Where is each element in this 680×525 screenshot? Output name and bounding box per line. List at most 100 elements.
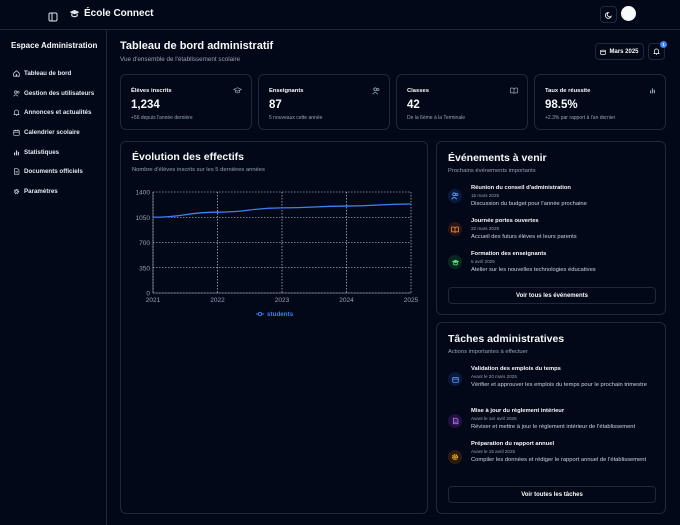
notifications-button[interactable]: 1 [648,41,667,60]
y-tick-label: 1050 [136,215,151,222]
user-avatar[interactable] [621,6,636,21]
event-item[interactable]: Réunion du conseil d'administration 15 m… [448,185,653,215]
tasks-card: Tâches administratives Actions important… [436,322,666,514]
task-description: Réviser et mettre à jour le règlement in… [471,424,636,430]
users-icon [448,189,462,203]
calendar-icon [13,129,20,136]
gear-icon [13,188,20,195]
app-name: École Connect [84,8,154,19]
event-description: Accueil des futurs élèves et leurs paren… [471,234,577,240]
task-title: Validation des emplois du temps [471,366,561,372]
x-tick-label: 2023 [275,297,290,304]
task-deadline: Avant le 15 avril 2025 [471,449,516,454]
stat-note: De la 6ème à la Terminale [407,115,465,121]
bell-icon [653,48,660,55]
y-tick-label: 350 [139,265,150,272]
task-item[interactable]: Validation des emplois du temps Avant le… [448,366,653,404]
stat-card-success-rate: Taux de réussite 98.5% +2.3% par rapport… [534,74,666,130]
home-icon [13,70,20,77]
sidebar-item-documents[interactable]: Documents officiels [13,162,94,182]
calendar-icon [448,372,462,386]
sidebar: Espace Administration Tableau de bord Ge… [0,30,107,525]
sidebar-item-announcements[interactable]: Annonces et actualités [13,103,94,123]
book-open-icon [448,222,462,236]
graduation-cap-icon [233,87,242,94]
event-title: Réunion du conseil d'administration [471,185,571,191]
events-card: Événements à venir Prochains événements … [436,141,666,315]
chart-title: Évolution des effectifs [132,151,245,163]
sidebar-item-settings[interactable]: Paramètres [13,182,94,202]
bar-chart-icon [650,88,655,94]
event-date: 22 mars 2025 [471,226,500,231]
stat-note: +2.3% par rapport à l'an dernier [545,115,616,121]
sidebar-item-label: Statistiques [24,148,60,156]
task-deadline: Avant le 1er avril 2025 [471,416,517,421]
tasks-title: Tâches administratives [448,333,565,345]
sidebar-nav: Tableau de bord Gestion des utilisateurs… [13,64,94,201]
sidebar-item-users[interactable]: Gestion des utilisateurs [13,84,94,104]
tasks-subtitle: Actions importantes à effectuer [448,349,528,355]
enrollment-line-chart: 0 350 700 1050 1400 2021 2022 2023 2024 2025 stude… [136,190,419,319]
stat-value: 42 [407,99,420,111]
task-item[interactable]: Mise à jour du règlement intérieur Avant… [448,408,653,438]
moon-icon [604,11,612,19]
stat-label: Taux de réussite [545,88,591,94]
stat-label: Élèves inscrits [131,88,172,94]
y-tick-label: 0 [146,291,150,298]
chart-subtitle: Nombre d'élèves inscrits sur les 5 derni… [132,167,265,173]
event-item[interactable]: Journée portes ouvertes 22 mars 2025 Acc… [448,218,653,248]
sidebar-item-label: Calendrier scolaire [24,129,80,137]
view-all-events-button[interactable]: Voir tous les événements [448,287,656,304]
sidebar-toggle-icon[interactable] [48,9,58,22]
sidebar-item-label: Paramètres [24,187,58,195]
theme-toggle-button[interactable] [600,6,617,23]
date-picker-button[interactable]: Mars 2025 [595,43,644,60]
events-subtitle: Prochains événements importants [448,168,536,174]
stat-value: 1,234 [131,99,160,111]
page-title: Tableau de bord administratif [120,40,274,52]
users-icon [372,87,380,95]
sidebar-item-dashboard[interactable]: Tableau de bord [13,64,94,84]
sidebar-title: Espace Administration [11,41,98,50]
stat-label: Classes [407,88,429,94]
brand[interactable]: École Connect [69,8,153,19]
x-tick-label: 2021 [146,297,161,304]
task-title: Préparation du rapport annuel [471,441,555,447]
y-tick-label: 700 [139,240,150,247]
stat-label: Enseignants [269,88,304,94]
event-description: Atelier sur les nouvelles technologies é… [471,267,596,273]
y-tick-label: 1400 [136,190,151,197]
sidebar-item-calendar[interactable]: Calendrier scolaire [13,123,94,143]
event-title: Formation des enseignants [471,251,547,257]
sidebar-item-statistics[interactable]: Statistiques [13,142,94,162]
x-tick-label: 2025 [404,297,419,304]
stat-note: 5 nouveaux cette année [269,115,323,121]
stat-note: +56 depuis l'année dernière [131,115,193,121]
event-item[interactable]: Formation des enseignants 5 avril 2025 A… [448,251,653,281]
task-item[interactable]: Préparation du rapport annuel Avant le 1… [448,441,653,481]
enrollment-chart-card: Évolution des effectifs Nombre d'élèves … [120,141,428,514]
sidebar-item-label: Documents officiels [24,168,83,176]
view-all-tasks-button[interactable]: Voir toutes les tâches [448,486,656,503]
sidebar-item-label: Tableau de bord [24,70,72,78]
file-text-icon [448,414,462,428]
stat-value: 98.5% [545,99,578,111]
sidebar-item-label: Annonces et actualités [24,109,92,117]
sidebar-item-label: Gestion des utilisateurs [24,89,95,97]
date-button-label: Mars 2025 [609,48,639,55]
graduation-cap-icon [448,255,462,269]
events-title: Événements à venir [448,152,547,164]
stat-card-students: Élèves inscrits 1,234 +56 depuis l'année… [120,74,252,130]
event-description: Discussion du budget pour l'année procha… [471,201,587,207]
bar-chart-icon [14,150,19,155]
task-description: Vérifier et approuver les emplois du tem… [471,382,647,388]
graduation-cap-icon [69,9,80,18]
book-open-icon [510,87,518,94]
stat-card-classes: Classes 42 De la 6ème à la Terminale [396,74,528,130]
gear-icon [448,450,462,464]
page-subtitle: Vue d'ensemble de l'établissement scolai… [120,56,241,63]
legend-marker [257,311,263,317]
users-icon [13,90,20,97]
top-bar: École Connect [0,0,680,30]
stat-card-teachers: Enseignants 87 5 nouveaux cette année [258,74,390,130]
